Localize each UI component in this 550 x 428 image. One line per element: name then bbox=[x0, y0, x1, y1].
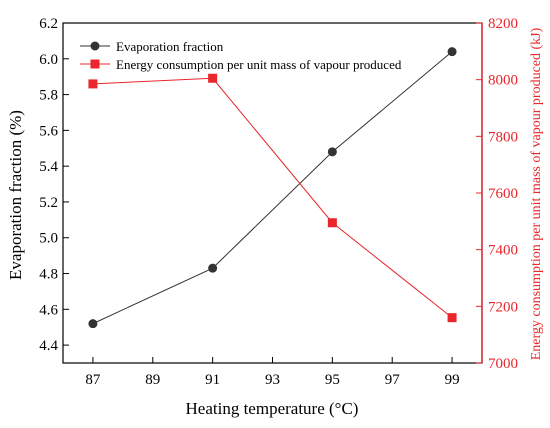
x-axis-title: Heating temperature (°C) bbox=[186, 399, 359, 418]
plot-frame bbox=[62, 22, 483, 364]
left-axis-ticks: 4.4 4.6 4.8 5.0 5.2 5.4 5.6 5.8 6.0 6.2 bbox=[39, 16, 69, 354]
series-point-1 bbox=[88, 79, 98, 89]
right-tick-label: 7600 bbox=[488, 186, 518, 202]
right-tick-label: 7000 bbox=[488, 356, 518, 372]
series-layer bbox=[88, 47, 457, 329]
right-axis-ticks: 7000 7200 7400 7600 7800 8000 8200 bbox=[476, 16, 518, 372]
left-tick-label: 4.4 bbox=[39, 338, 58, 354]
x-tick-label: 87 bbox=[85, 372, 101, 388]
legend: Evaporation fraction Energy consumption … bbox=[80, 39, 402, 72]
right-tick-label: 7200 bbox=[488, 299, 518, 315]
left-tick-label: 5.8 bbox=[39, 88, 58, 104]
x-tick-label: 93 bbox=[265, 372, 280, 388]
left-tick-label: 4.8 bbox=[39, 267, 58, 283]
series-line-0 bbox=[92, 51, 453, 325]
legend-marker-energy bbox=[90, 59, 100, 69]
left-tick-label: 5.0 bbox=[39, 231, 58, 247]
right-axis-title: Energy consumption per unit mass of vapo… bbox=[529, 27, 544, 360]
x-tick-label: 89 bbox=[145, 372, 160, 388]
series-point-1 bbox=[208, 73, 218, 83]
series-point-0 bbox=[208, 263, 218, 273]
left-tick-label: 6.0 bbox=[39, 52, 58, 68]
left-tick-label: 6.2 bbox=[39, 16, 58, 32]
x-tick-label: 91 bbox=[205, 372, 220, 388]
right-tick-label: 8000 bbox=[488, 73, 518, 89]
series-line-1 bbox=[92, 77, 453, 319]
right-tick-label: 7400 bbox=[488, 243, 518, 259]
series-point-0 bbox=[88, 319, 98, 329]
series-point-0 bbox=[327, 147, 337, 157]
right-tick-label: 7800 bbox=[488, 129, 518, 145]
x-axis-ticks: 87 89 91 93 95 97 99 bbox=[85, 357, 460, 388]
left-axis-title: Evaporation fraction (%) bbox=[6, 110, 25, 280]
legend-marker-evaporation bbox=[90, 41, 100, 51]
x-tick-label: 97 bbox=[385, 372, 401, 388]
left-tick-label: 4.6 bbox=[39, 302, 58, 318]
legend-label-energy: Energy consumption per unit mass of vapo… bbox=[116, 57, 402, 72]
series-point-1 bbox=[327, 218, 337, 228]
left-tick-label: 5.2 bbox=[39, 195, 58, 211]
series-point-1 bbox=[447, 313, 457, 323]
right-tick-label: 8200 bbox=[488, 16, 518, 32]
series-point-0 bbox=[447, 47, 457, 57]
legend-label-evaporation: Evaporation fraction bbox=[116, 39, 224, 54]
left-tick-label: 5.6 bbox=[39, 123, 58, 139]
left-tick-label: 5.4 bbox=[39, 159, 58, 175]
x-tick-label: 95 bbox=[325, 372, 340, 388]
x-tick-label: 99 bbox=[445, 372, 460, 388]
